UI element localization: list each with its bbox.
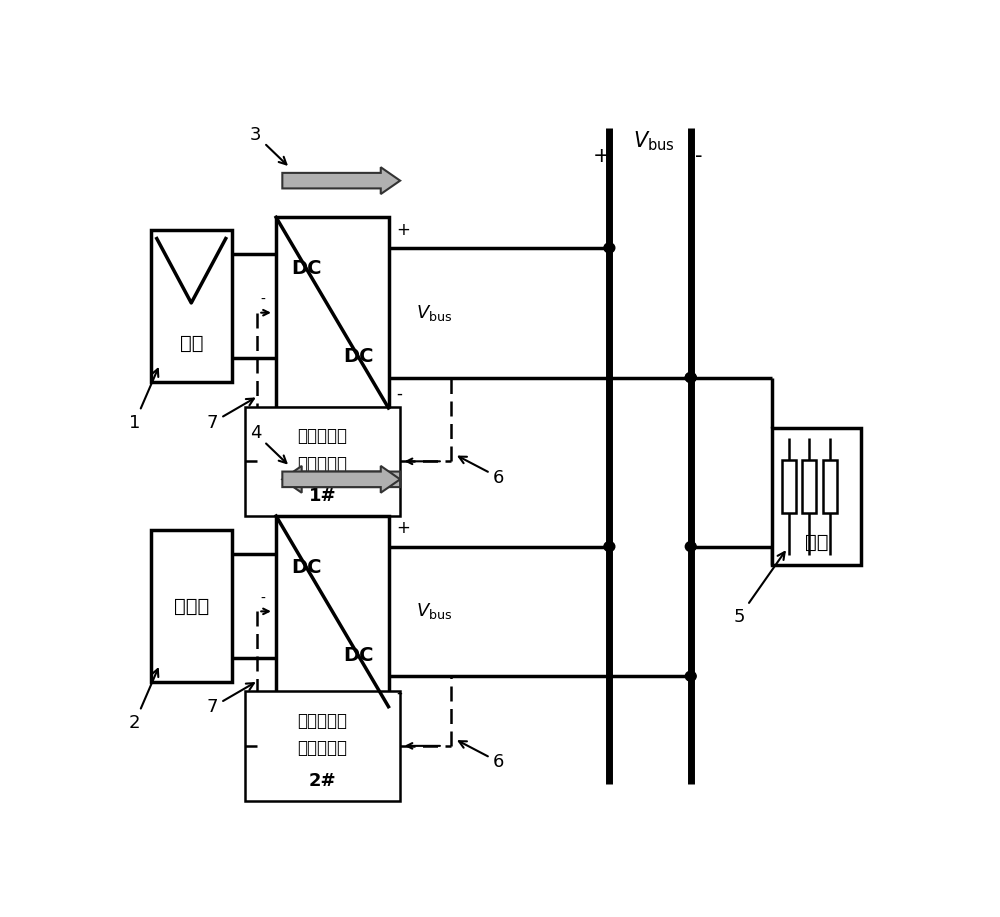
Text: 1#: 1# [309, 487, 336, 505]
Text: -: - [695, 146, 702, 166]
Bar [151, 530, 232, 682]
Text: +: + [396, 519, 410, 537]
Bar [276, 516, 388, 707]
Text: 2#: 2# [309, 772, 336, 790]
Text: -: - [396, 683, 402, 702]
Text: -: - [261, 293, 266, 307]
Text: DC: DC [291, 558, 322, 577]
Text: 本地控制器: 本地控制器 [298, 455, 348, 472]
Text: 3: 3 [250, 126, 286, 164]
Circle shape [685, 671, 696, 681]
Text: 光伏: 光伏 [180, 335, 203, 353]
Text: 6: 6 [459, 741, 505, 771]
Text: +: + [396, 221, 410, 238]
Text: 4: 4 [250, 425, 286, 463]
Circle shape [685, 372, 696, 382]
Text: +: + [593, 146, 610, 166]
Bar [245, 406, 400, 516]
Bar [151, 230, 232, 381]
Bar [245, 691, 400, 801]
FancyArrow shape [282, 167, 400, 194]
Text: 蓄电池: 蓄电池 [174, 597, 209, 615]
Circle shape [685, 372, 696, 382]
Text: $V_\mathregular{bus}$: $V_\mathregular{bus}$ [633, 129, 675, 153]
Bar [782, 460, 796, 514]
Text: 7: 7 [206, 399, 254, 432]
Text: 5: 5 [733, 552, 785, 626]
Text: 电压采集器: 电压采集器 [298, 427, 348, 445]
Circle shape [604, 243, 615, 253]
Text: -: - [396, 384, 402, 403]
Text: -: - [261, 591, 266, 606]
Circle shape [604, 542, 615, 551]
Circle shape [685, 542, 696, 551]
Bar [276, 217, 388, 408]
FancyArrow shape [282, 466, 400, 492]
Bar [823, 460, 837, 514]
Text: 6: 6 [459, 457, 505, 487]
Text: 7: 7 [206, 683, 254, 716]
Text: 负载: 负载 [805, 533, 828, 551]
Bar [802, 460, 816, 514]
Text: DC: DC [291, 260, 322, 279]
Text: $V_\mathregular{bus}$: $V_\mathregular{bus}$ [416, 602, 452, 622]
FancyArrow shape [282, 466, 400, 492]
Text: DC: DC [343, 347, 373, 366]
Text: DC: DC [343, 646, 373, 665]
Text: 2: 2 [129, 669, 158, 732]
Text: 电压采集器: 电压采集器 [298, 712, 348, 730]
Text: 1: 1 [129, 369, 158, 432]
Text: 本地控制器: 本地控制器 [298, 739, 348, 757]
Text: $V_\mathregular{bus}$: $V_\mathregular{bus}$ [416, 303, 452, 323]
Bar [772, 427, 861, 566]
